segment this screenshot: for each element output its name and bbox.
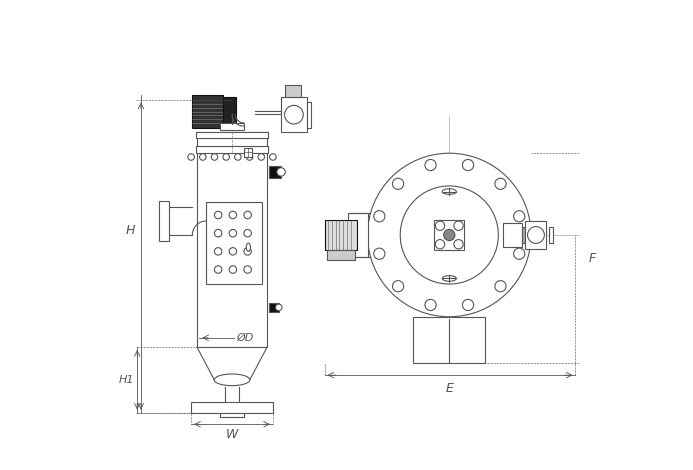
Circle shape [214, 248, 222, 255]
Bar [327, 250, 355, 260]
Circle shape [214, 266, 222, 273]
Ellipse shape [442, 189, 456, 195]
Bar [197, 132, 267, 347]
Circle shape [229, 266, 236, 273]
Circle shape [367, 153, 531, 317]
Bar [191, 402, 273, 413]
Circle shape [200, 154, 206, 160]
Circle shape [244, 248, 252, 255]
Ellipse shape [442, 275, 456, 281]
Bar [413, 317, 486, 363]
Circle shape [244, 229, 252, 237]
Text: ØD: ØD [237, 333, 254, 343]
Circle shape [374, 248, 385, 259]
Text: H: H [126, 224, 135, 237]
Circle shape [374, 211, 385, 222]
Circle shape [285, 105, 304, 124]
Bar [220, 413, 244, 417]
Bar [348, 213, 367, 257]
Circle shape [244, 212, 252, 219]
Circle shape [401, 186, 498, 284]
Circle shape [435, 221, 445, 230]
Circle shape [235, 154, 241, 160]
Ellipse shape [214, 374, 249, 386]
Ellipse shape [246, 243, 250, 251]
Circle shape [214, 212, 222, 219]
Circle shape [277, 168, 286, 176]
Bar [193, 95, 222, 127]
Text: E: E [446, 382, 454, 395]
Bar [307, 102, 311, 127]
Circle shape [454, 240, 463, 249]
Circle shape [527, 227, 545, 243]
Bar [270, 166, 281, 178]
Circle shape [435, 240, 445, 249]
Circle shape [495, 178, 506, 189]
Circle shape [244, 266, 252, 273]
Circle shape [495, 281, 506, 292]
Bar [324, 220, 358, 250]
Text: W: W [226, 428, 238, 441]
Circle shape [229, 212, 236, 219]
Circle shape [425, 159, 436, 171]
Circle shape [188, 154, 195, 160]
Text: F: F [589, 252, 597, 265]
Circle shape [462, 159, 473, 171]
Bar [285, 86, 301, 97]
Bar [207, 202, 263, 284]
Bar [503, 223, 522, 247]
Circle shape [229, 248, 236, 255]
Circle shape [392, 178, 404, 189]
Circle shape [223, 154, 229, 160]
Circle shape [258, 154, 265, 160]
Bar [270, 303, 279, 312]
Circle shape [444, 229, 455, 241]
Circle shape [229, 229, 236, 237]
Circle shape [270, 154, 277, 160]
Bar [281, 97, 307, 132]
Circle shape [514, 248, 525, 259]
Bar [196, 132, 268, 138]
Circle shape [276, 304, 282, 311]
Bar [244, 148, 252, 157]
Circle shape [392, 281, 404, 292]
Bar [522, 227, 525, 243]
Circle shape [514, 211, 525, 222]
Text: H1: H1 [119, 375, 134, 385]
Circle shape [454, 221, 463, 230]
Bar [525, 220, 547, 250]
Bar [222, 97, 236, 125]
Bar [196, 146, 268, 153]
Circle shape [214, 229, 222, 237]
Bar [159, 201, 169, 241]
Circle shape [211, 154, 218, 160]
Bar [549, 227, 552, 243]
Circle shape [425, 299, 436, 311]
Circle shape [246, 154, 253, 160]
Circle shape [462, 299, 473, 311]
Bar [434, 220, 464, 250]
Bar [220, 123, 244, 130]
